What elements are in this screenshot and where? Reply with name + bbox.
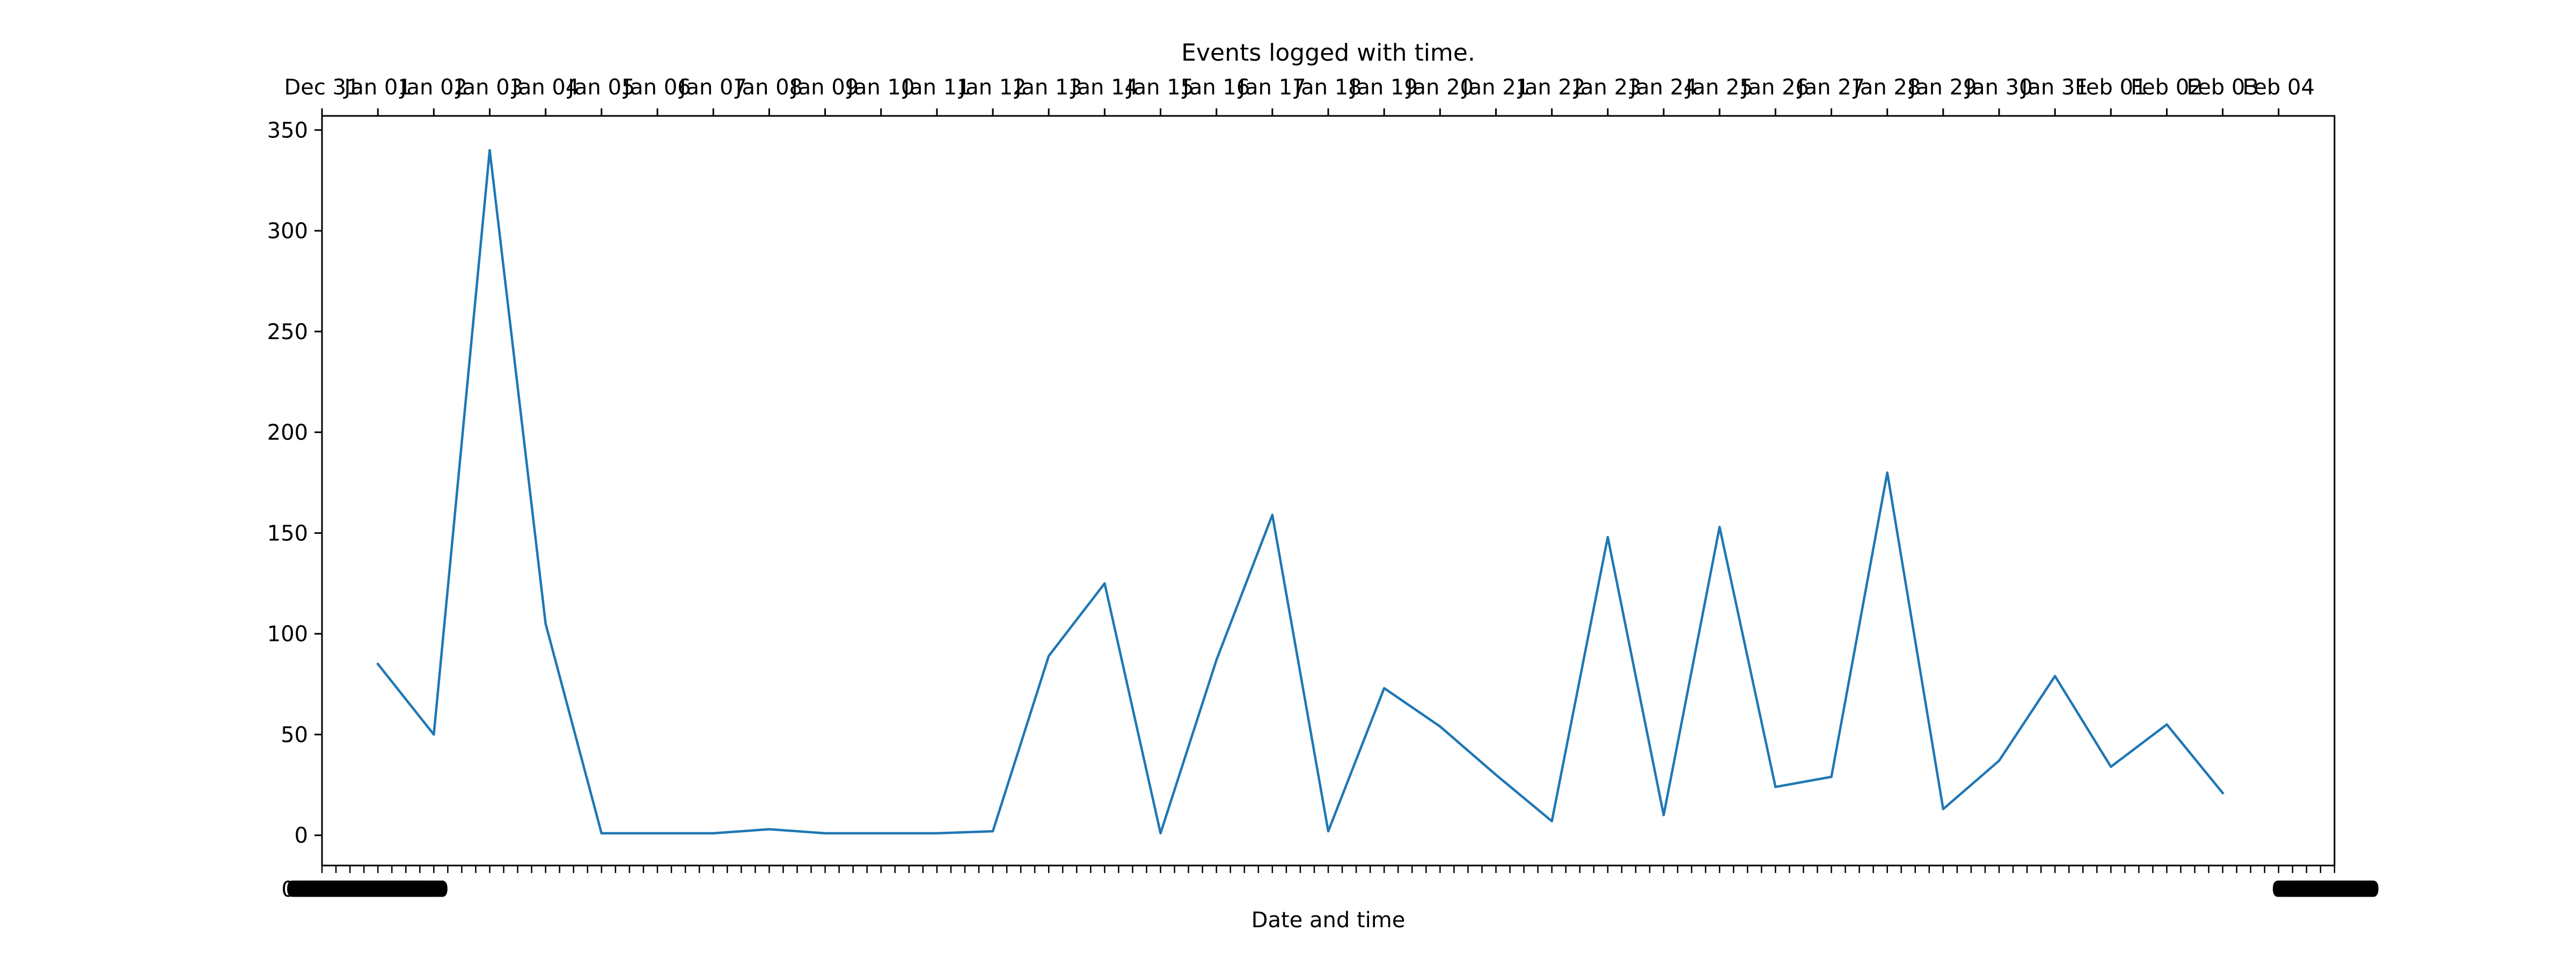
y-tick-label: 250 <box>267 320 308 344</box>
y-tick-label: 0 <box>295 824 308 848</box>
x-bottom-tick-label-overlap: 00:00 <box>2318 877 2380 902</box>
y-tick-label: 200 <box>267 421 308 445</box>
series-layer <box>378 150 2223 833</box>
x-bottom-tick-label-overlap: 00:00 <box>387 877 449 902</box>
y-tick-label: 350 <box>267 118 308 143</box>
plot-frame <box>322 116 2334 866</box>
x-top-tick-label: Feb 04 <box>2243 75 2315 100</box>
x-axis-label: Date and time <box>1252 908 1406 933</box>
y-tick-label: 150 <box>267 521 308 546</box>
y-tick-label: 300 <box>267 219 308 244</box>
series-line-0 <box>378 150 2222 833</box>
y-tick-label: 50 <box>281 723 308 747</box>
y-tick-label: 100 <box>267 622 308 647</box>
chart-title: Events logged with time. <box>1181 39 1475 67</box>
